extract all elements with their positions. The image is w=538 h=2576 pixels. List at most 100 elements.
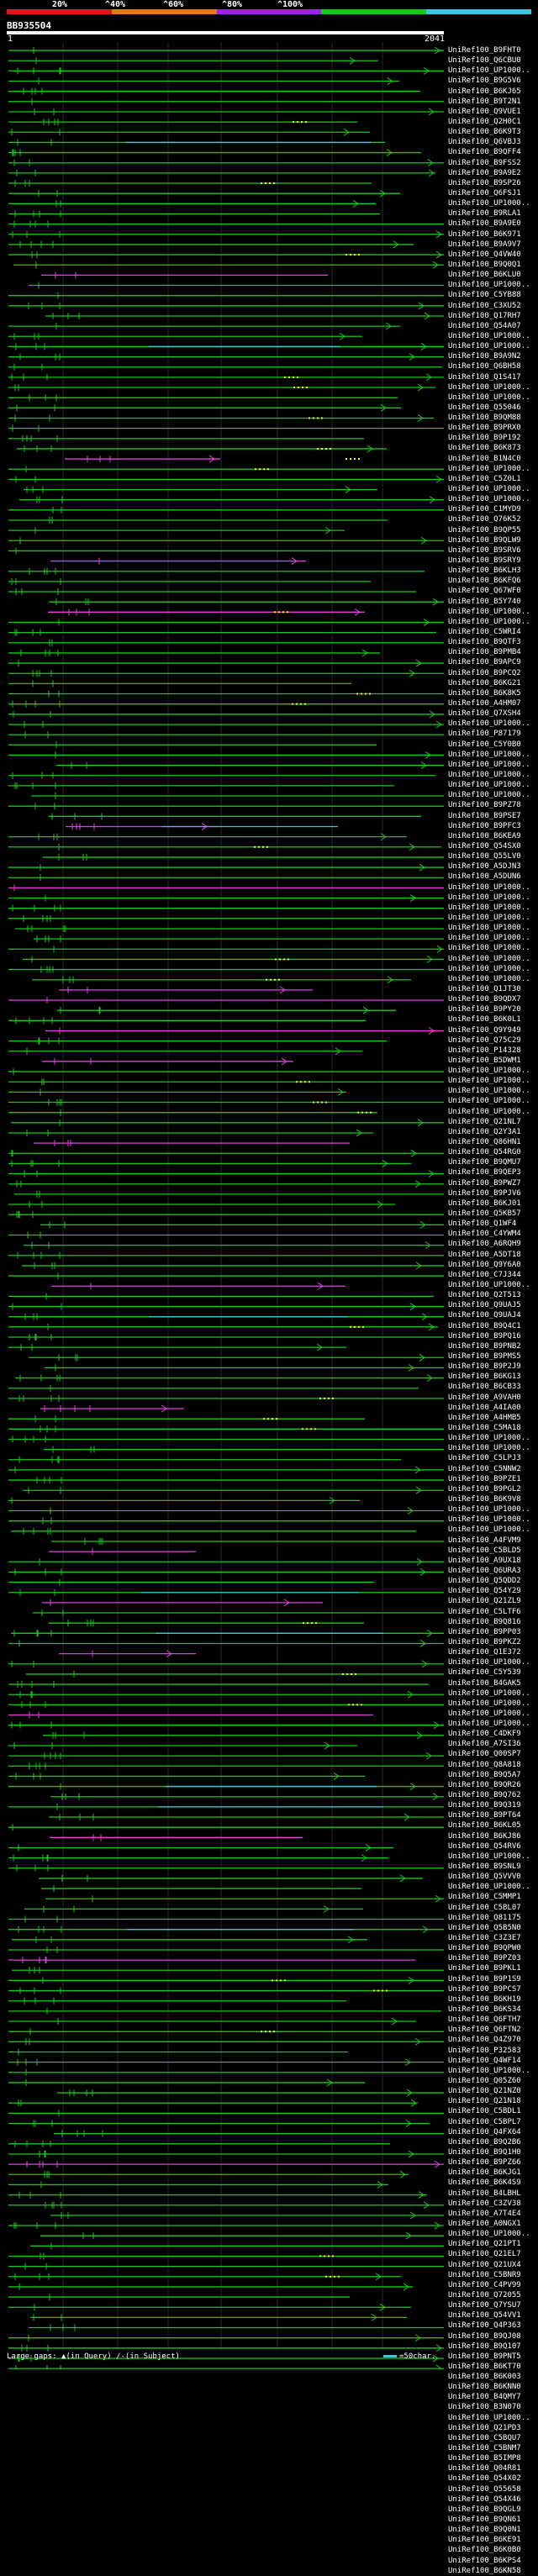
hit-link[interactable]: UniRef100_Q04R81 — [448, 2464, 521, 2473]
hit-link[interactable]: UniRef100_B9QM88 — [448, 414, 521, 423]
hit-link[interactable]: UniRef100_B9PSE7 — [448, 811, 521, 820]
hit-link[interactable]: UniRef100_C5YB88 — [448, 291, 521, 300]
hit-link[interactable]: UniRef100_Q5QDD2 — [448, 1577, 521, 1586]
hit-link[interactable]: UniRef100_B6K4S9 — [448, 2178, 521, 2188]
hit-link[interactable]: UniRef100_B9PRX0 — [448, 424, 521, 433]
hit-link[interactable]: UniRef100_Q86HN1 — [448, 1138, 521, 1147]
hit-link[interactable]: UniRef100_Q54X02 — [448, 2474, 521, 2484]
hit-link[interactable]: UniRef100_Q9Y6A0 — [448, 1260, 521, 1269]
hit-link[interactable]: UniRef100_C3XU52 — [448, 301, 521, 310]
hit-link[interactable]: UniRef100_Q55658 — [448, 2484, 521, 2494]
hit-link[interactable]: UniRef100_C3Z3E7 — [448, 1934, 521, 1943]
hit-link[interactable]: UniRef100_A5DUN6 — [448, 872, 521, 882]
hit-link[interactable]: UniRef100_UP1000.. — [448, 1281, 530, 1290]
hit-link[interactable]: UniRef100_B9P2J9 — [448, 1362, 521, 1372]
hit-link[interactable]: UniRef100_UP1000.. — [448, 607, 530, 616]
hit-link[interactable]: UniRef100_UP1000.. — [448, 281, 530, 290]
hit-link[interactable]: UniRef100_B9PP03 — [448, 1627, 521, 1636]
hit-link[interactable]: UniRef100_Q21EL7 — [448, 2250, 521, 2259]
hit-link[interactable]: UniRef100_C4PV99 — [448, 2280, 521, 2289]
hit-link[interactable]: UniRef100_B9QP55 — [448, 525, 521, 535]
hit-link[interactable]: UniRef100_B6K0B0 — [448, 2546, 521, 2555]
hit-link[interactable]: UniRef100_B9APC9 — [448, 658, 521, 667]
hit-link[interactable]: UniRef100_Q21NZ0 — [448, 2087, 521, 2096]
hit-link[interactable]: UniRef100_B9A9N2 — [448, 352, 521, 361]
hit-link[interactable]: UniRef100_B6K971 — [448, 229, 521, 239]
hit-link[interactable]: UniRef100_Q4FX64 — [448, 2127, 521, 2136]
hit-link[interactable]: UniRef100_UP1000.. — [448, 760, 530, 769]
hit-link[interactable]: UniRef100_Q4WF14 — [448, 2056, 521, 2065]
hit-link[interactable]: UniRef100_UP1000.. — [448, 495, 530, 504]
hit-link[interactable]: UniRef100_A9UX18 — [448, 1556, 521, 1565]
hit-link[interactable]: UniRef100_B6KS34 — [448, 2005, 521, 2014]
hit-link[interactable]: UniRef100_Q54SX0 — [448, 841, 521, 851]
hit-link[interactable]: UniRef100_B6KG13 — [448, 1372, 521, 1382]
hit-link[interactable]: UniRef100_B9QFF4 — [448, 148, 521, 157]
hit-link[interactable]: UniRef100_B9PCS7 — [448, 1984, 521, 1994]
hit-link[interactable]: UniRef100_Q00SP7 — [448, 1750, 521, 1759]
hit-link[interactable]: UniRef100_B6K0L1 — [448, 1015, 521, 1025]
hit-link[interactable]: UniRef100_Q9VUE1 — [448, 107, 521, 116]
hit-link[interactable]: UniRef100_Q9UAJ4 — [448, 1311, 521, 1320]
hit-link[interactable]: UniRef100_UP1000.. — [448, 1077, 530, 1086]
hit-link[interactable]: UniRef100_UP1000.. — [448, 750, 530, 759]
hit-link[interactable]: UniRef100_UP1000.. — [448, 964, 530, 973]
hit-link[interactable]: UniRef100_B5Y740 — [448, 597, 521, 606]
hit-link[interactable]: UniRef100_UP1000.. — [448, 617, 530, 626]
hit-link[interactable]: UniRef100_C5BPL7 — [448, 2117, 521, 2126]
hit-link[interactable]: UniRef100_C5BNM7 — [448, 2444, 521, 2453]
hit-link[interactable]: UniRef100_B6KFQ6 — [448, 577, 521, 586]
hit-link[interactable]: UniRef100_B9Q0Q1 — [448, 260, 521, 269]
hit-link[interactable]: UniRef100_Q9Y949 — [448, 1025, 521, 1035]
hit-link[interactable]: UniRef100_B5DWM1 — [448, 1056, 521, 1065]
hit-link[interactable]: UniRef100_UP1000.. — [448, 392, 530, 402]
hit-link[interactable]: UniRef100_A4HM07 — [448, 699, 521, 708]
hit-link[interactable]: UniRef100_B6KJ86 — [448, 1831, 521, 1841]
hit-link[interactable]: UniRef100_B6KNN0 — [448, 2383, 521, 2392]
hit-link[interactable]: UniRef100_UP1000.. — [448, 1505, 530, 1515]
hit-link[interactable]: UniRef100_Q4VW40 — [448, 250, 521, 259]
hit-link[interactable]: UniRef100_B9QJ08 — [448, 2331, 521, 2341]
hit-link[interactable]: UniRef100_B9QR26 — [448, 1780, 521, 1789]
hit-link[interactable]: UniRef100_UP1000.. — [448, 791, 530, 800]
hit-link[interactable]: UniRef100_B9QDX7 — [448, 995, 521, 1004]
hit-link[interactable]: UniRef100_B9Q1H0 — [448, 2147, 521, 2157]
hit-link[interactable]: UniRef100_B9PFC3 — [448, 821, 521, 830]
hit-link[interactable]: UniRef100_UP1000.. — [448, 66, 530, 76]
hit-link[interactable]: UniRef100_Q54X46 — [448, 2494, 521, 2504]
hit-link[interactable]: UniRef100_B9PMB4 — [448, 648, 521, 657]
hit-link[interactable]: UniRef100_Q81175 — [448, 1913, 521, 1922]
hit-link[interactable]: UniRef100_A4HMB5 — [448, 1413, 521, 1422]
hit-link[interactable]: UniRef100_B9PKL1 — [448, 1964, 521, 1973]
hit-link[interactable]: UniRef100_B9FHT0 — [448, 46, 521, 55]
hit-link[interactable]: UniRef100_B9Q5A7 — [448, 1770, 521, 1779]
hit-link[interactable]: UniRef100_B4LBHL — [448, 2189, 521, 2198]
hit-link[interactable]: UniRef100_A9VAH0 — [448, 1393, 521, 1402]
hit-link[interactable]: UniRef100_UP1000.. — [448, 2066, 530, 2075]
hit-link[interactable]: UniRef100_Q76K52 — [448, 515, 521, 524]
hit-link[interactable]: UniRef100_Q05Z60 — [448, 2076, 521, 2085]
hit-link[interactable]: UniRef100_Q6FTN2 — [448, 2026, 521, 2035]
hit-link[interactable]: UniRef100_C4YWM4 — [448, 1230, 521, 1239]
hit-link[interactable]: UniRef100_C5BLD5 — [448, 1546, 521, 1555]
hit-link[interactable]: UniRef100_B6K873 — [448, 444, 521, 453]
hit-link[interactable]: UniRef100_B9A9V7 — [448, 240, 521, 249]
hit-link[interactable]: UniRef100_B6KT70 — [448, 2362, 521, 2371]
hit-link[interactable]: UniRef100_B9QMU7 — [448, 1158, 521, 1167]
hit-link[interactable]: UniRef100_A7T4E4 — [448, 2209, 521, 2218]
hit-link[interactable]: UniRef100_B9QPW0 — [448, 1944, 521, 1953]
hit-link[interactable]: UniRef100_B9QLW9 — [448, 535, 521, 545]
hit-link[interactable]: UniRef100_C5NNW2 — [448, 1464, 521, 1473]
hit-link[interactable]: UniRef100_B9SRV6 — [448, 545, 521, 555]
hit-link[interactable]: UniRef100_Q5VVV0 — [448, 1873, 521, 1882]
hit-link[interactable]: UniRef100_Q2T513 — [448, 1291, 521, 1300]
hit-link[interactable]: UniRef100_B6KLH3 — [448, 566, 521, 576]
hit-link[interactable]: UniRef100_C5LPJ3 — [448, 1454, 521, 1463]
hit-link[interactable]: UniRef100_Q1WF4 — [448, 1220, 517, 1229]
hit-link[interactable]: UniRef100_B9Q107 — [448, 2342, 521, 2351]
hit-link[interactable]: UniRef100_Q2Y3A1 — [448, 1127, 521, 1136]
hit-link[interactable]: UniRef100_UP1000.. — [448, 199, 530, 208]
hit-link[interactable]: UniRef100_UP1000.. — [448, 719, 530, 729]
hit-link[interactable]: UniRef100_Q55046 — [448, 403, 521, 412]
hit-link[interactable]: UniRef100_B6KN58 — [448, 2566, 521, 2575]
